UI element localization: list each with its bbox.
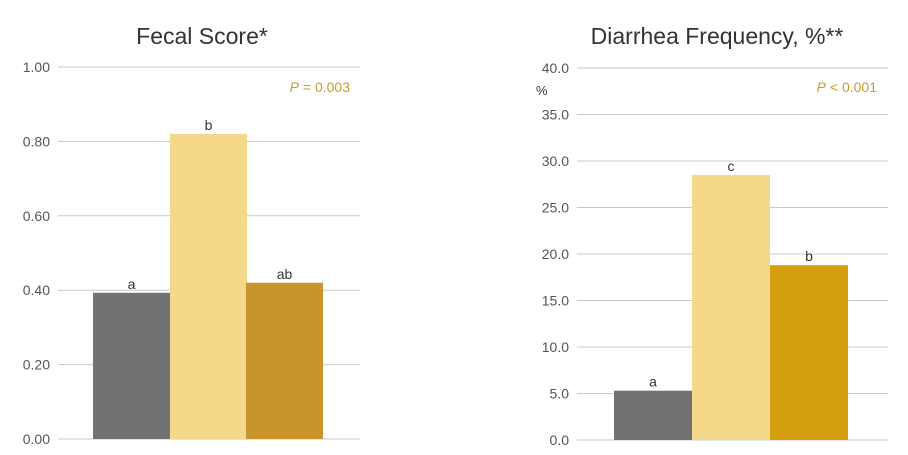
fecal-score-chart: Fecal Score* 0.000.200.400.600.801.00 ab… xyxy=(23,23,360,447)
p-symbol: P xyxy=(290,79,300,95)
bar xyxy=(93,292,170,439)
y-tick-label: 1.00 xyxy=(23,59,50,75)
bar xyxy=(692,174,770,440)
bar-significance-label: a xyxy=(649,374,657,390)
bar-significance-label: c xyxy=(728,158,735,174)
y-tick-label: 25.0 xyxy=(542,200,569,216)
chart-title: Fecal Score* xyxy=(136,23,268,49)
bar xyxy=(170,133,247,439)
bar-significance-label: a xyxy=(128,276,136,292)
p-value: = 0.003 xyxy=(299,79,350,95)
bar-significance-label: ab xyxy=(277,266,293,282)
y-tick-label: 0.60 xyxy=(23,208,50,224)
y-tick-label: 5.0 xyxy=(550,386,570,402)
diarrhea-frequency-chart: Diarrhea Frequency, %** % 0.0 5.0 10.0 15.0… xyxy=(536,23,888,448)
bar xyxy=(246,282,323,439)
y-tick-label: 15.0 xyxy=(542,293,569,309)
bar-significance-label: b xyxy=(805,248,813,264)
y-tick-label: 30.0 xyxy=(542,153,569,169)
y-tick-label: 10.0 xyxy=(542,339,569,355)
p-value: < 0.001 xyxy=(826,79,877,95)
p-value-annotation: P < 0.001 xyxy=(817,79,878,95)
bar xyxy=(770,265,848,440)
y-tick-label: 0.00 xyxy=(23,431,50,447)
y-tick-label: 0.80 xyxy=(23,133,50,149)
y-axis-unit-label: % xyxy=(536,83,548,98)
y-tick-label: 0.0 xyxy=(550,432,570,448)
p-symbol: P xyxy=(817,79,827,95)
y-tick-label: 0.20 xyxy=(23,357,50,373)
y-tick-label: 35.0 xyxy=(542,107,569,123)
y-tick-label: 20.0 xyxy=(542,246,569,262)
p-value-annotation: P = 0.003 xyxy=(290,79,351,95)
bar xyxy=(614,390,692,440)
y-tick-label: 40.0 xyxy=(542,60,569,76)
y-tick-label: 0.40 xyxy=(23,282,50,298)
bar-significance-label: b xyxy=(205,117,213,133)
chart-title: Diarrhea Frequency, %** xyxy=(591,23,844,49)
